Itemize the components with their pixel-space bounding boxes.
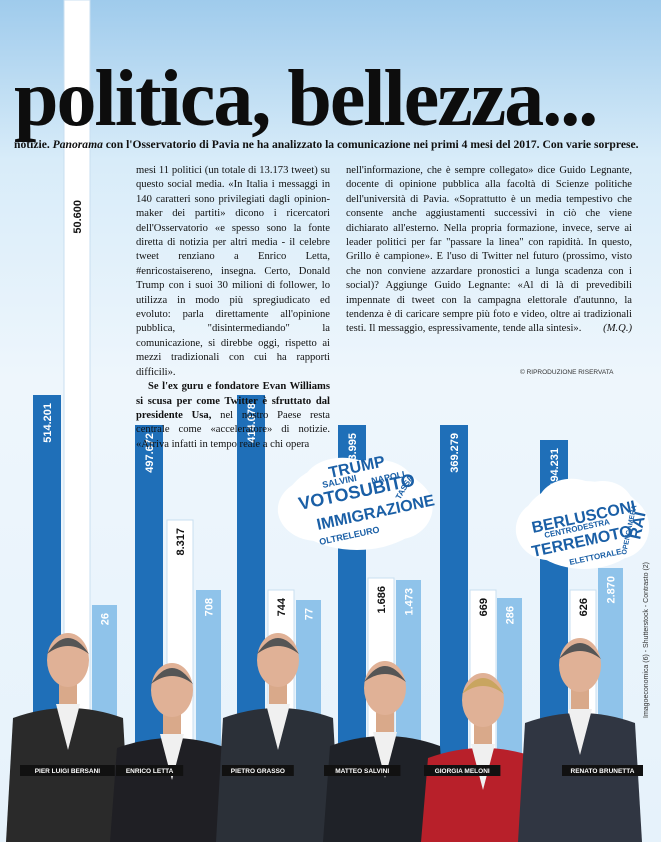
paragraph: Se l'ex guru e fondatore Evan Williams s… [136, 380, 330, 452]
bar-label: 669 [478, 598, 490, 616]
column: nell'informazione, che è sempre collegat… [346, 164, 632, 337]
subtitle-part: notizie. [14, 138, 53, 151]
bar-label: 626 [578, 598, 590, 616]
neck [376, 710, 394, 732]
bar-label: 414.078 [246, 403, 258, 443]
bar-label: 2.870 [606, 576, 618, 604]
subtitle-part: con l'Osservatorio di Pavia ne ha analiz… [102, 138, 639, 151]
name-label: GIORGIA MELONI [435, 768, 490, 775]
name-box [424, 765, 501, 776]
shirt [160, 734, 184, 780]
name-box [562, 765, 643, 776]
bar-label: 744 [276, 597, 288, 616]
name-label: PIETRO GRASSO [231, 768, 285, 775]
name-box [222, 765, 294, 776]
neck [59, 682, 77, 704]
neck [269, 682, 287, 704]
bar-label: 1.686 [376, 586, 388, 614]
bar-label: 50.600 [72, 200, 84, 234]
bar [33, 395, 61, 760]
bar [497, 598, 522, 760]
shirt [266, 704, 290, 750]
neck [474, 722, 492, 744]
shirt [56, 704, 80, 750]
bar-label: 514.201 [42, 403, 54, 443]
name-box [324, 765, 401, 776]
name-label: RENATO BRUNETTA [571, 768, 635, 775]
torso [518, 713, 642, 842]
hair [559, 643, 601, 659]
name-label: MATTEO SALVINI [335, 768, 389, 775]
bar-label: 497.672 [144, 433, 156, 473]
bar-label: 286 [505, 606, 517, 624]
torso [110, 738, 234, 842]
bar-label: 708 [204, 598, 216, 616]
column: mesi 11 politici (un totale di 13.173 tw… [136, 164, 330, 452]
hair [151, 668, 193, 684]
cloud [342, 460, 415, 514]
bar-label: 26 [100, 613, 112, 625]
torso [323, 736, 447, 842]
bar [237, 395, 265, 760]
hair [257, 638, 299, 654]
shirt [568, 709, 592, 755]
hair [364, 666, 406, 682]
photo-credits: Imagoeconomica (6) - Shutterstock - Cont… [643, 561, 650, 718]
hair [47, 638, 89, 654]
hair [462, 678, 504, 694]
name-box [20, 765, 115, 776]
bold-lead: Se l'ex guru e fondatore Evan Williams s… [136, 381, 330, 421]
copyright: © RIPRODUZIONE RISERVATA [520, 369, 614, 376]
bar-label: 77 [304, 608, 316, 620]
text: nel nostro Paese resta centrale come «ac… [136, 409, 330, 450]
paragraph: nell'informazione, che è sempre collegat… [346, 164, 632, 337]
cloud [571, 481, 634, 534]
bar-label: 1.473 [404, 588, 416, 616]
subtitle: notizie. Panorama con l'Osservatorio di … [14, 138, 654, 151]
subtitle-part: Panorama [52, 138, 103, 151]
paragraph: mesi 11 politici (un totale di 13.173 tw… [136, 165, 330, 378]
title: politica, bellezza... [14, 55, 598, 143]
bar [196, 590, 221, 760]
name-box [116, 765, 184, 776]
text: nell'informazione, che è sempre collegat… [346, 165, 632, 335]
bar-label: 8.317 [175, 528, 187, 556]
shirt [373, 732, 397, 778]
neck [571, 687, 589, 709]
bar-label: 369.279 [449, 433, 461, 473]
name-label: PIER LUIGI BERSANI [35, 768, 101, 775]
signature: (M.Q.) [603, 323, 632, 335]
bar-label: 194.231 [549, 448, 561, 488]
neck [163, 712, 181, 734]
cloud-word: RAI [627, 510, 649, 540]
name-label: ENRICO LETTA [126, 768, 174, 775]
